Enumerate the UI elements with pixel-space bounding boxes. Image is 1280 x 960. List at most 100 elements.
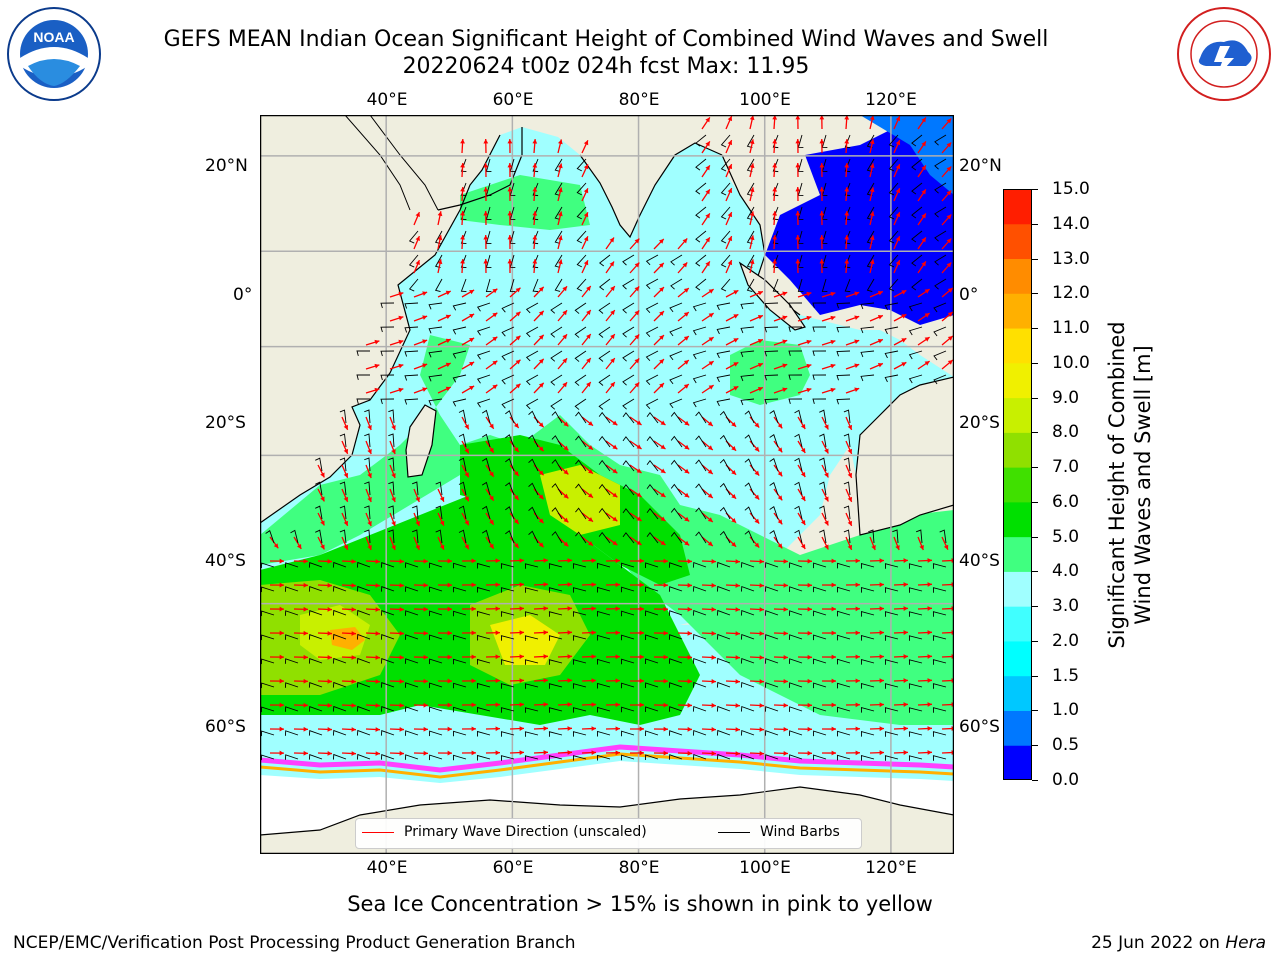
wave-direction-arrow xyxy=(773,654,789,660)
wind-barb xyxy=(740,633,755,640)
wind-barb xyxy=(644,730,659,736)
wind-barb xyxy=(620,706,635,713)
wave-direction-arrow xyxy=(437,211,443,226)
wind-barb xyxy=(404,398,419,405)
wind-barb xyxy=(524,731,539,737)
lat-label-left: 40°S xyxy=(205,551,246,571)
lat-label-right: 20°S xyxy=(959,413,1000,433)
wave-direction-arrow xyxy=(701,679,717,684)
wind-barb xyxy=(597,610,611,617)
wind-barb xyxy=(692,374,707,384)
wave-direction-arrow xyxy=(869,115,875,130)
wind-barb xyxy=(645,398,659,409)
wind-barb xyxy=(284,706,299,712)
wind-barb xyxy=(695,206,707,219)
wind-barb xyxy=(764,610,779,616)
wave-direction-arrow xyxy=(917,141,927,154)
wave-direction-arrow xyxy=(917,189,927,202)
wave-direction-arrow xyxy=(773,315,788,322)
wave-direction-arrow xyxy=(629,678,645,684)
colorbar-segment xyxy=(1003,362,1032,399)
wind-barb xyxy=(500,611,515,617)
wind-barb xyxy=(260,586,275,593)
wind-barb xyxy=(574,350,587,362)
wave-direction-arrow xyxy=(557,654,573,659)
wind-barb xyxy=(622,254,635,266)
lon-label-bottom: 120°E xyxy=(865,858,917,878)
wind-barb xyxy=(668,586,683,592)
wind-barb xyxy=(528,530,539,544)
wind-barb xyxy=(695,531,707,544)
wave-direction-arrow xyxy=(869,654,885,660)
wave-direction-arrow xyxy=(893,606,909,611)
wind-barb xyxy=(356,585,371,592)
colorbar-label-line1: Significant Height of Combined xyxy=(1105,321,1129,649)
wave-direction-arrow xyxy=(389,440,396,455)
wave-direction-arrow xyxy=(677,464,690,474)
wave-direction-arrow xyxy=(845,315,860,322)
wind-barb xyxy=(477,658,491,665)
colorbar-tick-mark xyxy=(1032,293,1038,295)
wind-barb xyxy=(843,433,851,448)
wind-barb xyxy=(932,611,947,617)
wave-direction-arrow xyxy=(485,606,501,612)
wind-barb xyxy=(452,730,467,737)
wave-direction-arrow xyxy=(844,138,850,154)
wave-direction-arrow xyxy=(581,582,597,588)
wind-barb xyxy=(260,730,275,737)
wind-barb xyxy=(356,705,371,712)
lat-label-right: 20°N xyxy=(959,156,1002,176)
wind-barb xyxy=(554,182,563,196)
wind-barb xyxy=(551,411,563,424)
wave-direction-arrow xyxy=(893,235,901,250)
wave-direction-arrow xyxy=(269,582,285,588)
wave-direction-arrow xyxy=(821,315,836,322)
colorbar-segment xyxy=(1003,467,1032,503)
wind-barb xyxy=(481,433,491,448)
wave-direction-arrow xyxy=(797,582,813,588)
wind-barb xyxy=(505,506,515,520)
wave-direction-arrow xyxy=(917,582,933,587)
lon-label-top: 60°E xyxy=(492,90,534,110)
wave-direction-arrow xyxy=(413,558,429,564)
wave-direction-arrow xyxy=(557,139,563,154)
wave-direction-arrow xyxy=(845,512,853,527)
wave-direction-arrow xyxy=(677,287,690,298)
wind-barb xyxy=(646,532,659,544)
wind-barb xyxy=(720,134,731,148)
wind-barb xyxy=(501,398,515,409)
wave-direction-arrow xyxy=(845,750,861,756)
wind-barb xyxy=(933,350,947,361)
wave-direction-arrow xyxy=(701,703,717,708)
wave-direction-arrow xyxy=(389,291,404,298)
wind-barb xyxy=(481,505,491,520)
wave-direction-arrow xyxy=(629,702,645,708)
wind-barb xyxy=(550,302,563,314)
wave-direction-arrow xyxy=(365,727,381,732)
wave-direction-arrow xyxy=(557,558,573,563)
wave-direction-arrow xyxy=(413,726,429,732)
wave-direction-arrow xyxy=(413,750,429,756)
wind-barb xyxy=(812,586,827,593)
arabia-coastline xyxy=(437,127,523,211)
wave-direction-arrow xyxy=(845,606,861,612)
wave-direction-arrow xyxy=(461,416,470,430)
wind-barb xyxy=(764,754,779,760)
wave-direction-arrow xyxy=(533,606,549,611)
wave-direction-arrow xyxy=(341,416,349,431)
wind-barb xyxy=(744,434,755,448)
wind-barb xyxy=(716,657,731,664)
wind-barb xyxy=(460,230,467,245)
wave-direction-arrow xyxy=(941,118,952,130)
wind-barb xyxy=(598,374,611,386)
wind-barb xyxy=(911,278,923,291)
wind-barb xyxy=(716,350,731,359)
colorbar-tick-mark xyxy=(1032,640,1038,642)
wave-direction-arrow xyxy=(507,258,513,274)
wave-direction-arrow xyxy=(509,678,525,683)
wind-barb xyxy=(646,508,659,520)
wave-direction-arrow xyxy=(917,360,930,370)
wave-direction-arrow xyxy=(413,211,420,226)
wind-barb xyxy=(509,278,516,292)
wind-barb xyxy=(380,706,395,712)
